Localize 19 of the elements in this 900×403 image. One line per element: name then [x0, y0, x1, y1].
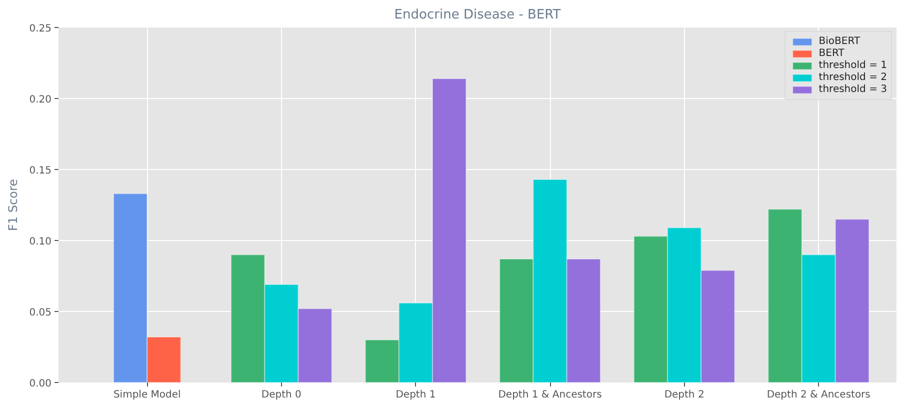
- y-tick-label: 0.25: [29, 24, 52, 34]
- y-tick-label: 0.00: [29, 378, 52, 390]
- chart-title: Endocrine Disease - BERT: [394, 8, 561, 22]
- x-tick-label: Depth 0: [261, 390, 302, 400]
- legend-label: BERT: [818, 48, 844, 59]
- legend-label: threshold = 2: [818, 72, 887, 83]
- y-tick-label: 0.15: [29, 166, 52, 176]
- x-tick-label: Depth 1: [396, 390, 436, 400]
- legend-label: threshold = 1: [818, 60, 887, 71]
- legend-label: threshold = 3: [818, 84, 887, 95]
- x-tick-label: Depth 2 & Ancestors: [766, 390, 870, 400]
- x-tick-label: Depth 2: [664, 390, 704, 400]
- x-tick-label: Simple Model: [113, 390, 181, 400]
- x-tick-label: Depth 1 & Ancestors: [498, 390, 602, 400]
- y-tick-label: 0.10: [29, 236, 52, 248]
- y-tick-label: 0.05: [29, 308, 52, 318]
- y-axis-title: F1 Score: [6, 179, 20, 231]
- legend-label: BioBERT: [818, 36, 860, 47]
- y-tick-label: 0.20: [29, 94, 52, 106]
